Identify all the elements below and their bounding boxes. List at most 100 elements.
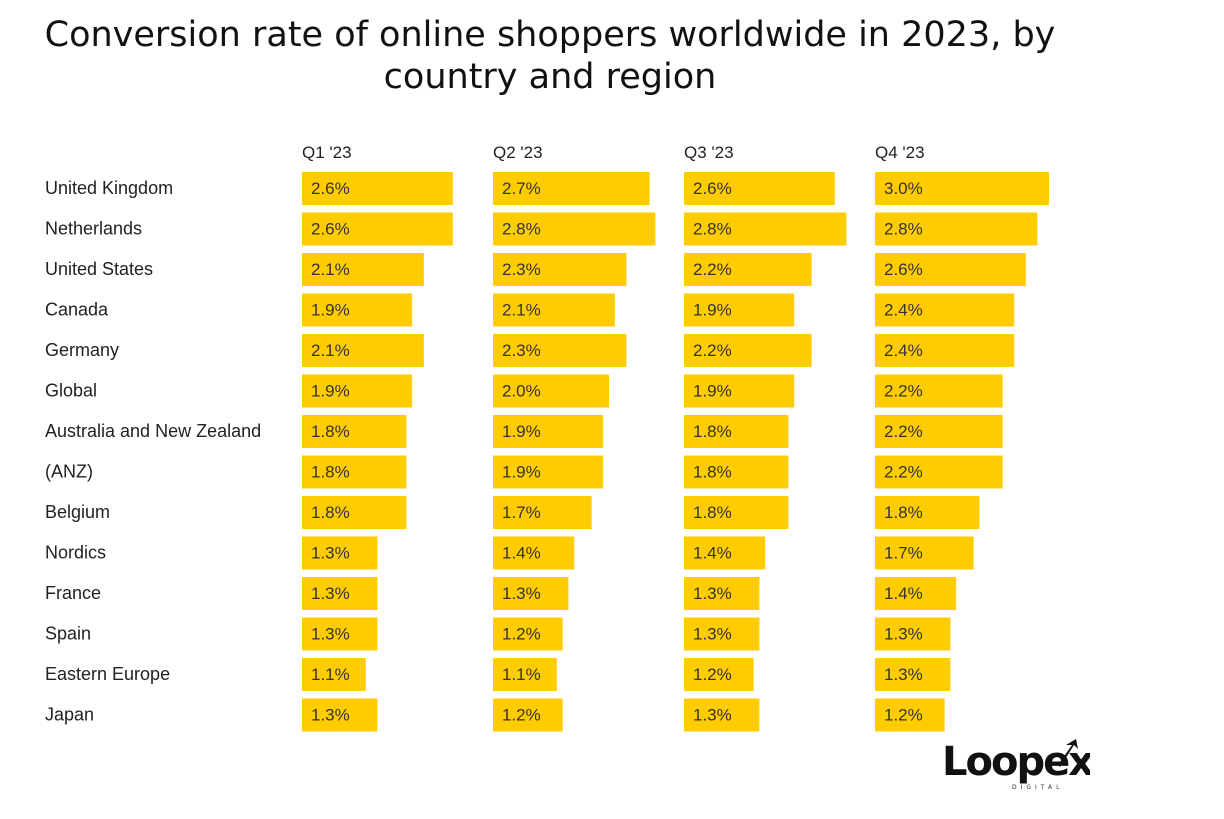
bar [493, 617, 563, 651]
bar [684, 455, 789, 489]
bar [302, 212, 453, 246]
panel-header: Q1 '23 [302, 143, 352, 162]
data-label: 1.3% [884, 625, 923, 644]
bar [684, 334, 812, 367]
data-label: 2.6% [311, 220, 350, 239]
data-label: 2.7% [502, 179, 541, 198]
bar [302, 334, 424, 367]
data-label: 1.3% [502, 584, 541, 603]
data-label: 1.9% [693, 382, 732, 401]
category-label: Belgium [45, 502, 110, 522]
data-label: 2.4% [884, 301, 923, 320]
bar [875, 415, 1003, 448]
bar [684, 617, 760, 651]
category-label: France [45, 583, 101, 603]
panel-header: Q4 '23 [875, 143, 925, 162]
bar [684, 415, 789, 448]
data-label: 1.1% [311, 665, 350, 684]
bar [493, 212, 656, 246]
data-label: 1.7% [502, 503, 541, 522]
bar [875, 698, 945, 732]
data-label: 2.3% [502, 341, 541, 360]
data-label: 2.8% [884, 220, 923, 239]
data-label: 1.8% [693, 422, 732, 441]
data-label: 1.9% [502, 422, 541, 441]
bar [875, 617, 951, 651]
data-label: 1.2% [693, 665, 732, 684]
data-label: 1.8% [311, 503, 350, 522]
data-label: 2.6% [693, 179, 732, 198]
bar [302, 577, 378, 610]
bar [875, 253, 1026, 286]
data-label: 2.2% [884, 422, 923, 441]
bar [302, 496, 407, 529]
bar [493, 536, 575, 570]
bar [493, 658, 557, 691]
bar [875, 334, 1015, 367]
logo-subtitle: DIGITAL [1012, 784, 1063, 791]
data-label: 1.8% [311, 463, 350, 482]
bar [684, 698, 760, 732]
bar [875, 374, 1003, 408]
data-label: 2.1% [311, 341, 350, 360]
data-label: 1.3% [311, 625, 350, 644]
data-label: 1.9% [693, 301, 732, 320]
bar [493, 293, 615, 327]
bar [493, 415, 604, 448]
bar [302, 617, 378, 651]
category-label: Japan [45, 705, 94, 725]
data-label: 1.8% [311, 422, 350, 441]
bar [684, 536, 766, 570]
bar [684, 577, 760, 610]
brand-logo: Loopex DIGITAL [942, 739, 1090, 791]
bar [684, 253, 812, 286]
category-label: Nordics [45, 543, 106, 563]
bar [875, 455, 1003, 489]
logo-arrow-icon [1058, 739, 1078, 767]
data-label: 1.3% [693, 625, 732, 644]
data-label: 1.4% [693, 544, 732, 563]
bar [302, 536, 378, 570]
data-label: 2.1% [502, 301, 541, 320]
category-label: (ANZ) [45, 462, 93, 482]
bar [302, 698, 378, 732]
bar [493, 698, 563, 732]
category-label: Global [45, 381, 97, 401]
bar [875, 496, 980, 529]
data-label: 2.4% [884, 341, 923, 360]
data-label: 2.6% [884, 260, 923, 279]
bar [684, 374, 795, 408]
bar [302, 253, 424, 286]
bar [684, 658, 754, 691]
data-label: 1.1% [502, 665, 541, 684]
data-label: 1.9% [311, 382, 350, 401]
bar [302, 374, 413, 408]
data-label: 2.2% [884, 382, 923, 401]
data-label: 1.8% [693, 503, 732, 522]
data-label: 1.2% [884, 706, 923, 725]
bar [493, 334, 627, 367]
data-label: 3.0% [884, 179, 923, 198]
data-label: 2.2% [693, 260, 732, 279]
data-label: 1.3% [693, 584, 732, 603]
bar [684, 212, 847, 246]
data-label: 1.2% [502, 625, 541, 644]
bar [493, 253, 627, 286]
data-label: 1.3% [693, 706, 732, 725]
category-label: Spain [45, 624, 91, 644]
bar [493, 374, 609, 408]
data-label: 2.6% [311, 179, 350, 198]
bar [302, 658, 366, 691]
bar [302, 293, 413, 327]
bar [875, 212, 1038, 246]
data-label: 1.3% [311, 706, 350, 725]
data-label: 2.8% [693, 220, 732, 239]
data-label: 1.2% [502, 706, 541, 725]
data-label: 1.3% [311, 584, 350, 603]
data-label: 1.4% [884, 584, 923, 603]
bar [875, 536, 974, 570]
bar [684, 496, 789, 529]
data-label: 1.3% [884, 665, 923, 684]
bar [493, 577, 569, 610]
data-label: 1.4% [502, 544, 541, 563]
